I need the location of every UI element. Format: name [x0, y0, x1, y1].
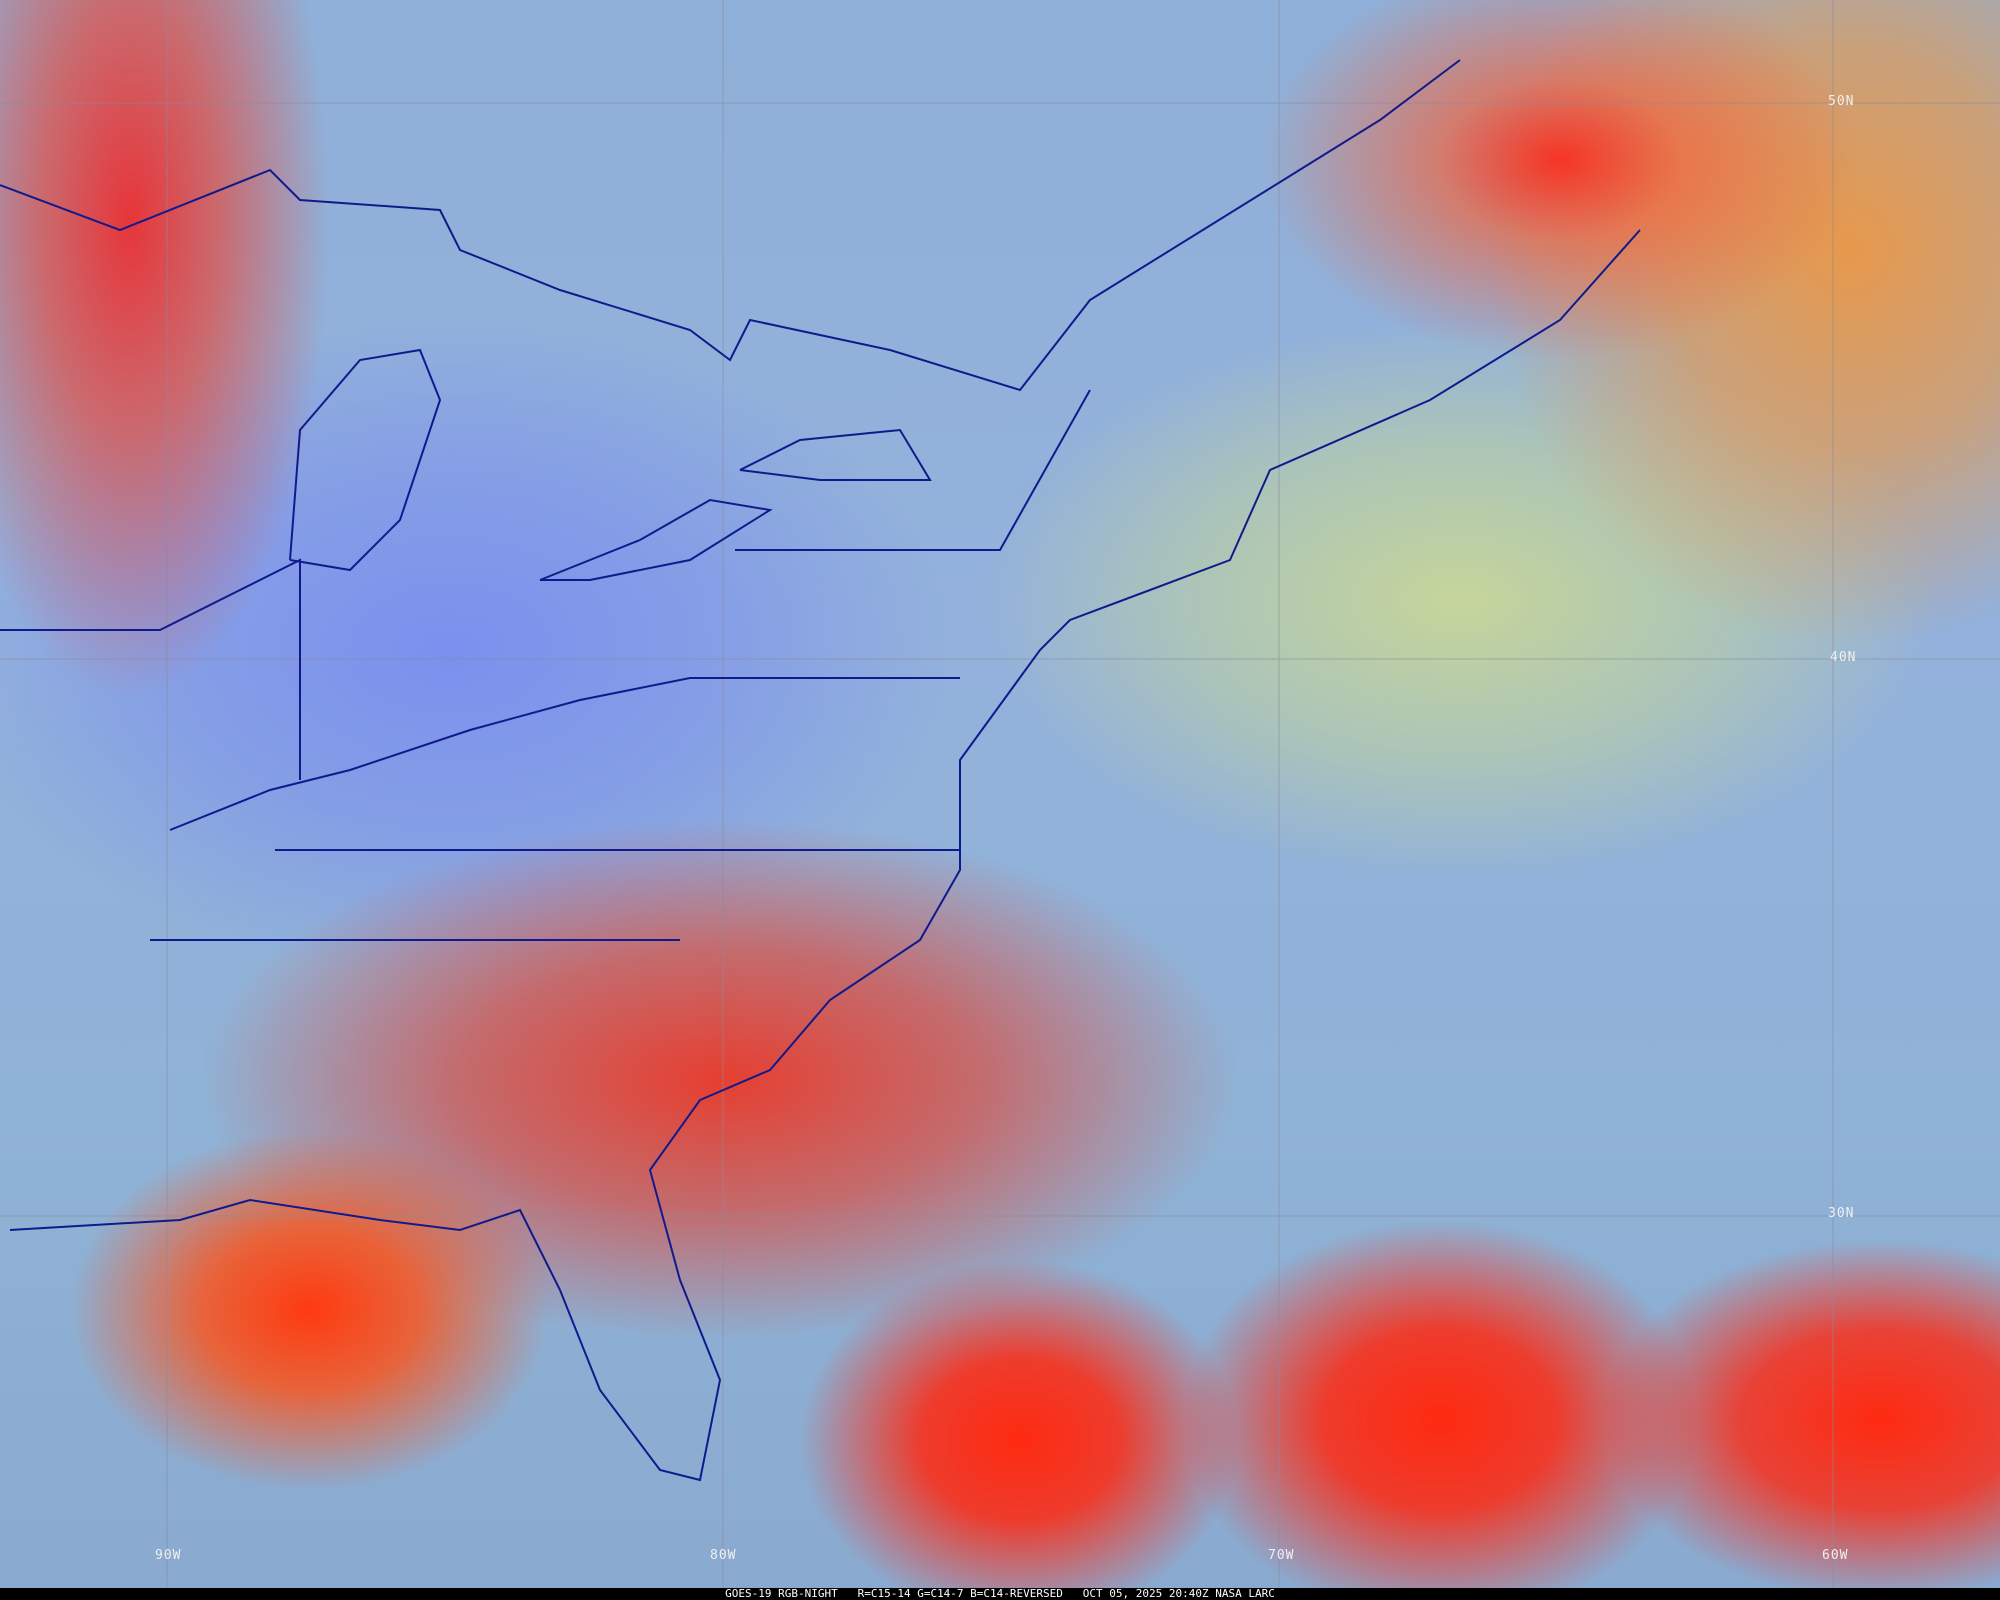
lon-label-80w: 80W [710, 1548, 737, 1563]
political-borders [0, 59, 1641, 1482]
lat-label-40n: 40N [1830, 650, 1857, 665]
caption-satellite: GOES-19 RGB-NIGHT [725, 1587, 838, 1600]
state-line-west [0, 558, 301, 780]
east-coastline [9, 229, 1641, 1482]
lake-erie [539, 498, 773, 581]
state-line-pa-ny [735, 389, 1091, 551]
caption-bar: GOES-19 RGB-NIGHT R=C15-14 G=C14-7 B=C14… [0, 1588, 2000, 1600]
lake-ontario [739, 428, 932, 481]
lat-label-50n: 50N [1828, 94, 1855, 109]
us-canada-border [0, 59, 1461, 392]
lon-label-70w: 70W [1268, 1548, 1295, 1563]
caption-bands: R=C15-14 G=C14-7 B=C14-REVERSED [857, 1587, 1063, 1600]
caption-credit: NASA LARC [1215, 1587, 1275, 1600]
caption-datetime: OCT 05, 2025 20:40Z [1082, 1587, 1209, 1600]
lon-label-60w: 60W [1822, 1548, 1849, 1563]
state-line-ohio-river [169, 677, 691, 831]
lat-label-30n: 30N [1828, 1206, 1855, 1221]
lon-label-90w: 90W [155, 1548, 182, 1563]
lake-michigan [289, 348, 442, 572]
